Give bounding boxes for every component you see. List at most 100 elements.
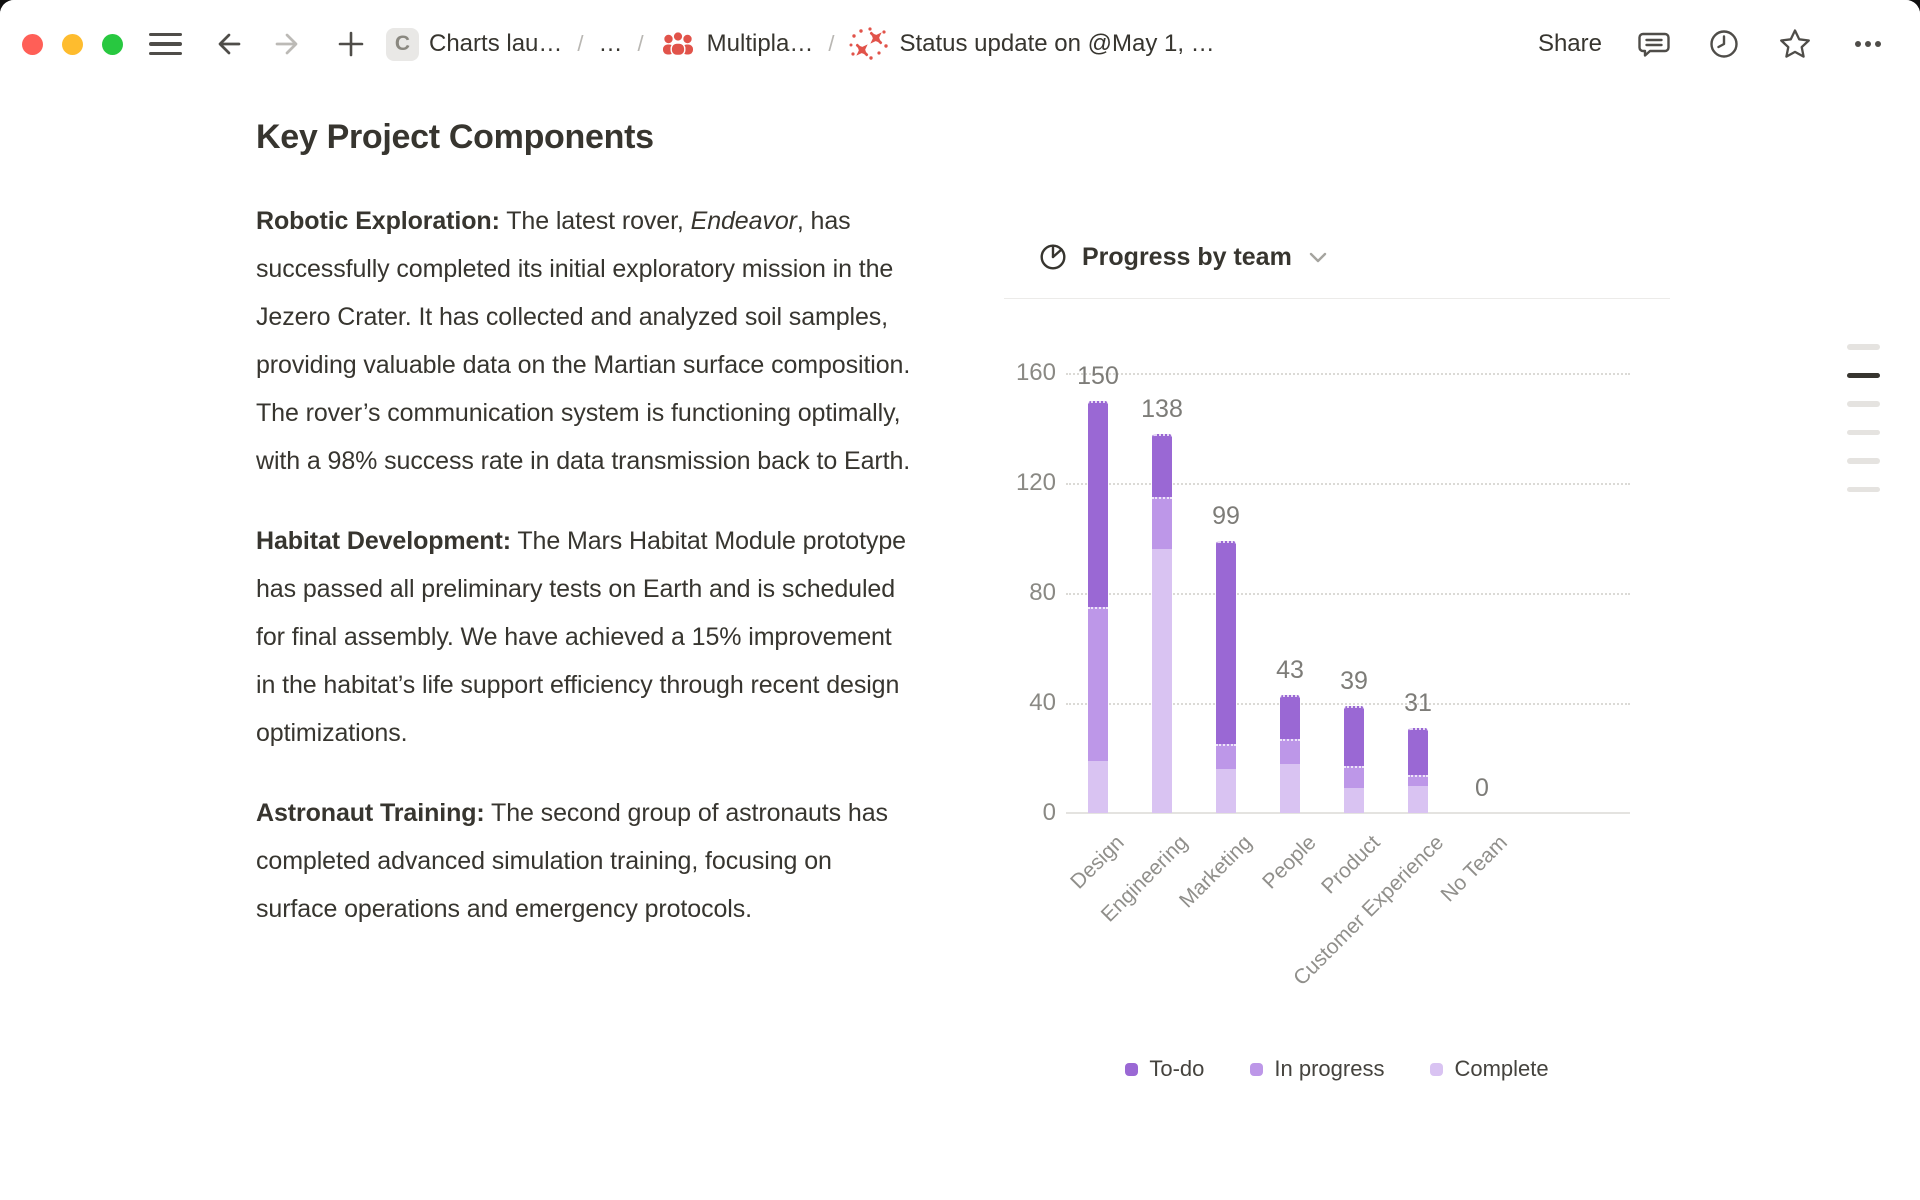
paragraph-robotic-exploration: Robotic Exploration: The latest rover, E… (256, 207, 911, 475)
legend-label: Complete (1454, 1056, 1549, 1081)
y-axis-tick-label: 120 (1015, 469, 1056, 496)
share-button[interactable]: Share (1537, 30, 1602, 57)
bar-value-label: 138 (1141, 394, 1183, 423)
outline-line[interactable] (1847, 344, 1880, 350)
pie-chart-icon (1040, 244, 1066, 270)
bar-segment-complete[interactable] (1216, 769, 1236, 813)
bar-segment-in-progress[interactable] (1344, 766, 1364, 789)
star-icon (1780, 29, 1810, 58)
bar-value-label: 99 (1212, 501, 1240, 530)
bar-segment-in-progress[interactable] (1152, 496, 1172, 549)
gridline (1066, 483, 1630, 485)
more-button[interactable] (1848, 26, 1888, 62)
breadcrumb-label: Status update on @May 1, … (899, 30, 1215, 57)
sidebar-menu-button[interactable] (149, 32, 182, 56)
page-title: Key Project Components (256, 118, 654, 156)
chevron-down-icon (1309, 252, 1327, 263)
back-button[interactable] (210, 27, 244, 61)
forward-button[interactable] (272, 27, 306, 61)
outline-line[interactable] (1847, 458, 1880, 464)
y-axis-tick-label: 40 (1029, 689, 1056, 716)
bar-segment-to-do[interactable] (1408, 727, 1428, 775)
legend-swatch (1250, 1062, 1264, 1076)
arrow-right-icon (275, 33, 298, 55)
bar-segment-in-progress[interactable] (1408, 774, 1428, 786)
bar-segment-complete[interactable] (1408, 785, 1428, 813)
breadcrumb-label: … (598, 30, 623, 57)
legend-label: To-do (1149, 1056, 1205, 1081)
bar-segment-to-do[interactable] (1280, 694, 1300, 739)
minimize-window-button[interactable] (62, 33, 83, 55)
ellipsis-icon (1855, 41, 1881, 47)
breadcrumb-item-charts[interactable]: C Charts lau… (386, 27, 563, 61)
bar-segment-in-progress[interactable] (1280, 738, 1300, 764)
traffic-lights (22, 33, 123, 55)
comment-icon (1638, 32, 1670, 57)
page-letter-icon: C (386, 27, 419, 61)
x-axis-line (1066, 812, 1630, 814)
bar-segment-in-progress[interactable] (1088, 606, 1108, 761)
bar-segment-in-progress[interactable] (1216, 744, 1236, 769)
toolbar: C Charts lau… / … / Multipla… / (0, 0, 1920, 88)
gridline (1066, 703, 1630, 705)
bar-value-label: 39 (1340, 666, 1368, 695)
people-icon (662, 30, 693, 57)
favorite-button[interactable] (1776, 25, 1814, 63)
paragraph-habitat-development: Habitat Development: The Mars Habitat Mo… (256, 527, 906, 747)
outline-line[interactable] (1847, 372, 1880, 378)
breadcrumb-separator: / (637, 31, 644, 56)
bar-segment-to-do[interactable] (1152, 433, 1172, 497)
breadcrumb-item-multiplayer[interactable]: Multipla… (659, 28, 814, 60)
breadcrumb-item-ellipsis[interactable]: … (599, 30, 623, 58)
clock-icon (1710, 30, 1738, 58)
breadcrumb: C Charts lau… / … / Multipla… / (386, 26, 1215, 62)
chart-title: Progress by team (1082, 242, 1292, 271)
chart-view-selector[interactable]: Progress by team (1038, 242, 1330, 272)
breadcrumb-label: Multipla… (706, 30, 814, 57)
toolbar-actions: Share (1538, 25, 1888, 63)
legend-item-complete[interactable]: Complete (1430, 1056, 1549, 1082)
legend-item-to-do[interactable]: To-do (1125, 1056, 1204, 1082)
zoom-window-button[interactable] (102, 33, 123, 55)
legend-swatch (1125, 1062, 1139, 1076)
chart-block: Progress by team 0 40 80 120 160 150 Design 138… (1004, 0, 1670, 1200)
breadcrumb-item-status-update[interactable]: Status update on @May 1, … (849, 26, 1215, 62)
bar-segment-complete[interactable] (1088, 760, 1108, 813)
updates-button[interactable] (1706, 26, 1742, 62)
bar-segment-complete[interactable] (1344, 788, 1364, 813)
close-window-button[interactable] (22, 33, 43, 55)
bar-segment-to-do[interactable] (1088, 400, 1108, 607)
breadcrumb-separator: / (828, 31, 835, 56)
bar-value-label: 31 (1404, 688, 1432, 717)
chart-legend: To-do In progress Complete (1004, 1056, 1670, 1082)
chart-header-divider (1004, 298, 1670, 299)
breadcrumb-label: Charts lau… (429, 30, 563, 57)
gridline (1066, 593, 1630, 595)
y-axis-tick-label: 160 (1015, 359, 1056, 386)
document-body: Key Project Components Robotic Explorati… (256, 118, 916, 933)
outline-line[interactable] (1847, 486, 1880, 492)
outline-line[interactable] (1847, 429, 1880, 435)
bar-segment-complete[interactable] (1280, 763, 1300, 813)
bar-segment-complete[interactable] (1152, 549, 1172, 813)
x-axis-category-label: Design (1065, 831, 1129, 894)
bar-segment-to-do[interactable] (1216, 540, 1236, 745)
bar-value-label: 0 (1475, 774, 1489, 802)
arrow-left-icon (218, 33, 241, 55)
y-axis-tick-label: 0 (1042, 799, 1056, 826)
x-axis-category-label: People (1257, 831, 1321, 894)
new-page-button[interactable] (334, 27, 368, 61)
bar-chart-plot: 0 40 80 120 160 150 Design 138 Engineering 99 Mark… (1004, 340, 1670, 990)
comments-button[interactable] (1636, 26, 1672, 62)
bar-value-label: 150 (1077, 361, 1119, 390)
y-axis-tick-label: 80 (1029, 579, 1056, 606)
legend-item-in-progress[interactable]: In progress (1250, 1056, 1384, 1082)
outline-indicator (1847, 344, 1880, 492)
outline-line[interactable] (1847, 401, 1880, 407)
bar-value-label: 43 (1276, 655, 1304, 684)
gridline (1066, 373, 1630, 375)
x-axis-category-label: No Team (1436, 831, 1513, 907)
hamburger-icon (149, 32, 182, 56)
bar-segment-to-do[interactable] (1344, 705, 1364, 767)
